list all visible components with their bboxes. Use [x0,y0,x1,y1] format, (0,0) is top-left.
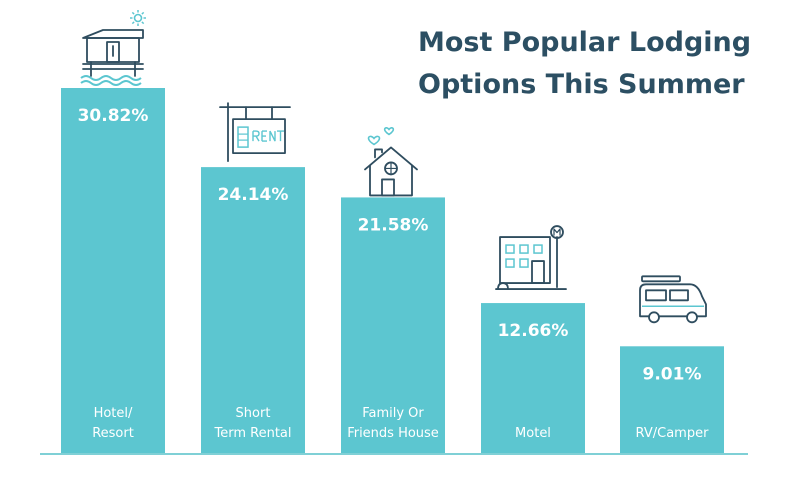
category-label: Family Or [362,406,424,421]
bar-group: 24.14% Short Term Rental [201,102,305,453]
chart-title-line-1: Most Popular Lodging [418,27,752,58]
house-hearts-icon [364,127,418,197]
category-label: Short [236,406,271,421]
category-label: Motel [515,426,551,441]
category-label: Friends House [347,426,439,441]
bar-value-label: 21.58% [358,215,429,235]
bar-value-label: 12.66% [498,321,569,341]
category-label: Resort [92,426,134,441]
chart-title-line-2: Options This Summer [418,69,745,100]
bar [341,197,445,453]
bar-value-label: 9.01% [643,364,702,384]
bar [481,303,585,453]
bar-group: 12.66% Motel [481,225,585,453]
category-label: Hotel/ [94,406,133,421]
motel-building-icon [495,225,567,290]
beach-hut-icon [80,10,146,86]
bar-group: 30.82% Hotel/Resort [61,10,165,453]
bar [61,88,165,453]
bar-group: 21.58% Family Or Friends House [341,127,445,453]
category-label: RV/Camper [636,426,710,441]
category-label: Term Rental [213,426,291,441]
chart-title: Most Popular Lodging Options This Summer [418,22,788,106]
bar [620,346,724,453]
bar-value-label: 30.82% [78,106,149,126]
bar [201,167,305,453]
camper-van-icon [639,275,707,324]
bar-group: 9.01% RV/Camper [620,275,724,453]
rent-sign-icon [219,102,291,163]
bar-value-label: 24.14% [218,185,289,205]
